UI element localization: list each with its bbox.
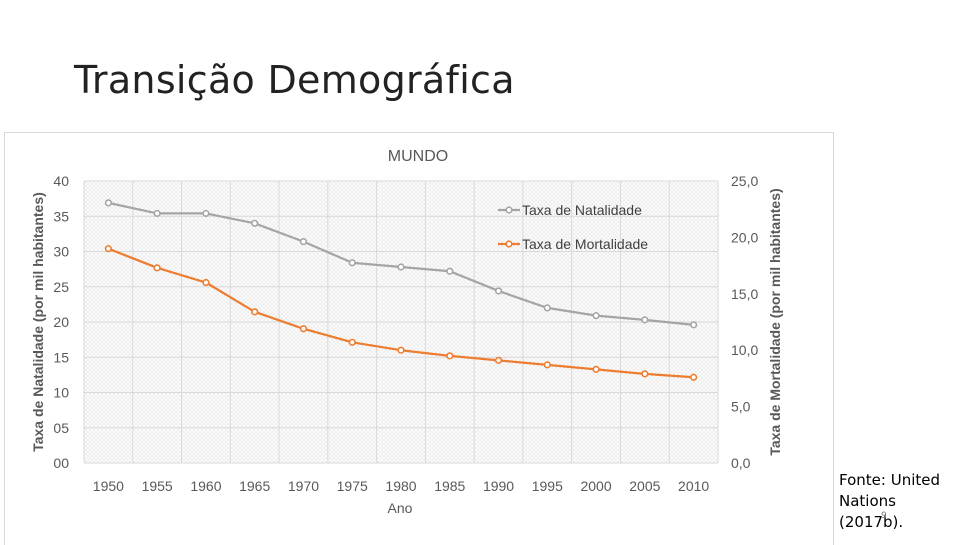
series-layer	[104, 199, 698, 381]
y-left-tick-label: 30	[53, 244, 69, 260]
y-right-tick-label: 0,0	[731, 455, 751, 471]
data-point	[251, 219, 259, 227]
data-point	[104, 199, 112, 207]
data-point	[592, 365, 600, 373]
data-point	[641, 316, 649, 324]
data-point	[202, 209, 210, 218]
legend-label: Taxa de Mortalidade	[522, 236, 648, 252]
y-axis-right-label: Taxa de Mortalidade (por mil habitantes)	[767, 188, 783, 455]
x-tick-label: 1995	[532, 478, 563, 494]
data-point	[543, 361, 551, 369]
x-tick-label: 2010	[678, 478, 709, 494]
data-point	[641, 370, 649, 378]
legend-swatch-marker	[505, 240, 513, 248]
data-point	[348, 338, 356, 346]
data-point	[690, 321, 698, 329]
source-line: Nations	[839, 492, 896, 510]
data-point	[397, 263, 405, 271]
legend-swatch-marker	[505, 206, 513, 214]
x-tick-label: 2000	[580, 478, 611, 494]
y-left-tick-label: 40	[53, 173, 69, 189]
data-point	[543, 304, 551, 312]
y-right-tick-label: 15,0	[731, 286, 758, 302]
slide-title: Transição Demográfica	[74, 58, 515, 102]
chart-title: MUNDO	[388, 148, 448, 165]
y-left-tick-label: 35	[53, 208, 69, 224]
data-point	[397, 346, 405, 354]
legend: Taxa de Natalidade Taxa de Mortalidade	[498, 202, 648, 252]
x-tick-label: 1970	[288, 478, 319, 494]
data-point	[202, 278, 210, 287]
y-left-tick-label: 10	[53, 385, 69, 401]
y-right-tick-label: 5,0	[731, 399, 751, 415]
source-note: Fonte: United Nations (2017b).	[839, 470, 940, 533]
data-point	[153, 264, 161, 272]
legend-label: Taxa de Natalidade	[522, 202, 642, 218]
y-right-tick-label: 10,0	[731, 342, 758, 358]
data-point	[104, 245, 112, 253]
x-tick-label: 1955	[142, 478, 173, 494]
x-tick-label: 1990	[483, 478, 514, 494]
data-point	[592, 312, 600, 320]
page-number: 9	[881, 511, 887, 521]
data-point	[251, 308, 259, 316]
y-left-tick-label: 20	[53, 314, 69, 330]
x-tick-label: 1960	[190, 478, 221, 494]
x-tick-label: 1975	[337, 478, 368, 494]
ticks-layer: 00 05 10 15 20 25 30 35 40 0,0 5,0 10,0 15,0 20,0 25,0…	[53, 173, 758, 494]
x-tick-label: 1965	[239, 478, 270, 494]
x-axis-label: Ano	[388, 500, 413, 516]
y-left-tick-label: 00	[53, 455, 69, 471]
x-tick-label: 1985	[434, 478, 465, 494]
x-tick-label: 1950	[93, 478, 124, 494]
data-point	[494, 356, 503, 364]
data-point	[299, 325, 308, 333]
data-point	[690, 373, 698, 381]
data-point	[494, 287, 503, 295]
y-left-tick-label: 25	[53, 279, 69, 295]
data-point	[153, 209, 161, 218]
grid-lines	[83, 180, 719, 464]
y-right-tick-label: 20,0	[731, 229, 758, 245]
source-line: Fonte: United	[839, 471, 940, 489]
y-right-tick-label: 25,0	[731, 173, 758, 189]
x-tick-label: 2005	[629, 478, 660, 494]
y-left-tick-label: 15	[53, 349, 69, 365]
data-point	[299, 238, 308, 246]
y-axis-left-label: Taxa de Natalidade (por mil habitantes)	[30, 192, 46, 452]
x-tick-label: 1980	[385, 478, 416, 494]
data-point	[348, 259, 356, 267]
source-line: (2017b).	[839, 513, 904, 531]
data-point	[446, 267, 454, 275]
data-point	[446, 352, 454, 360]
y-left-tick-label: 05	[53, 420, 69, 436]
